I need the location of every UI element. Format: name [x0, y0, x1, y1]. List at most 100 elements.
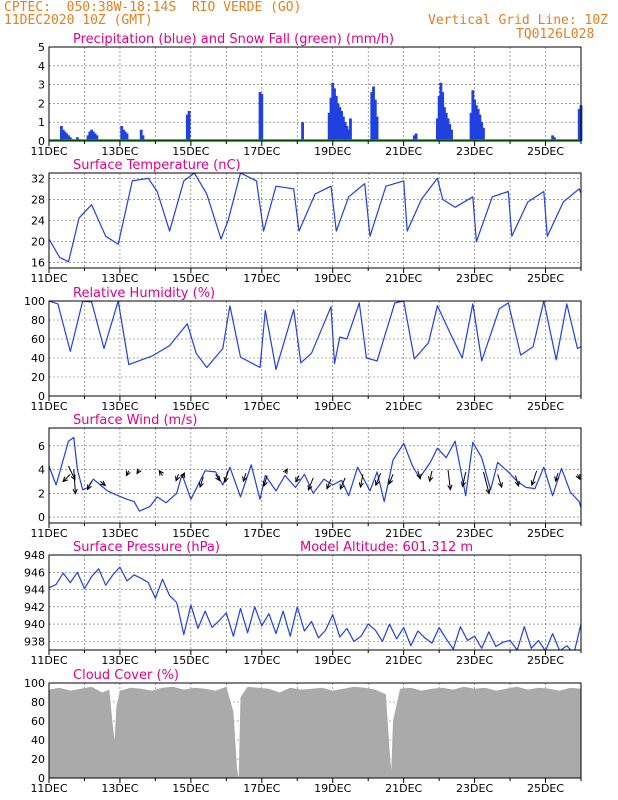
wind-vector-head: [62, 476, 68, 483]
precip-bar: [375, 116, 379, 141]
y-tick-label: 944: [24, 584, 45, 597]
x-tick-label: 19DEC: [314, 145, 351, 158]
precip-bar: [473, 99, 476, 141]
precip-bar: [95, 135, 99, 141]
y-tick-label: 0: [38, 390, 45, 403]
panel-4: 0 2 4 6 11DEC 13DEC 15DEC 17DEC 19DEC 21DEC 23DEC 2…: [30, 413, 582, 540]
precip-bar: [93, 133, 97, 141]
header-code: TQ0126L028: [516, 27, 595, 42]
wind-vector: [417, 470, 421, 479]
wind-vector: [307, 477, 314, 491]
precip-bar: [471, 90, 475, 141]
cloud-cover-area: [49, 686, 581, 778]
precip-bar: [125, 133, 129, 141]
y-tick-label: 20: [31, 371, 45, 384]
y-tick-label: 0: [38, 772, 45, 785]
panel-3: 0 20 40 60 80 100 11DEC 13DEC 15DEC 17DEC 19DEC 21D…: [24, 286, 582, 413]
x-tick-label: 25DEC: [527, 527, 564, 540]
wind-vector-head: [339, 484, 345, 491]
y-tick-label: 948: [24, 549, 45, 562]
x-tick-label: 21DEC: [385, 145, 422, 158]
y-tick-label: 0: [38, 511, 45, 524]
precip-bar: [343, 122, 347, 141]
panel-5: 938 940 942 944 946 948 11DEC 13DEC 15DEC 17DEC 19…: [24, 540, 582, 667]
wind-vector: [199, 476, 204, 488]
wind-vector-head: [485, 488, 491, 495]
precip-bar: [469, 112, 473, 141]
precip-bar: [345, 125, 349, 141]
y-tick-label: 80: [31, 696, 45, 709]
precip-bar: [370, 92, 374, 141]
precip-bar: [86, 135, 90, 141]
panel-title: Relative Humidity (%): [73, 286, 215, 301]
x-tick-label: 17DEC: [243, 145, 280, 158]
precip-bar: [331, 82, 335, 141]
wind-vector: [295, 475, 300, 483]
wind-vector-head: [530, 480, 536, 487]
x-tick-label: 15DEC: [172, 272, 209, 285]
wind-vector-head: [125, 470, 131, 477]
precip-bar: [139, 129, 143, 141]
x-tick-label: 21DEC: [385, 527, 422, 540]
panel-frame: [48, 427, 582, 524]
wind-vector-head: [242, 476, 248, 483]
wind-vector-head: [136, 468, 142, 475]
x-tick-label: 15DEC: [172, 782, 209, 795]
x-tick-label: 11DEC: [30, 400, 67, 413]
wind-vector-head: [307, 484, 313, 491]
y-tick-label: 20: [31, 236, 45, 249]
precip-bar: [444, 112, 448, 141]
wind-vector: [514, 475, 520, 487]
wind-vector-head: [223, 476, 229, 484]
wind-vector-head: [460, 481, 467, 488]
wind-vector: [62, 473, 71, 482]
wind-vector-head: [72, 488, 78, 495]
series-line: [49, 436, 581, 512]
y-tick-label: 4: [38, 60, 45, 73]
wind-vector: [73, 469, 76, 494]
precip-bar: [334, 95, 338, 141]
precip-bar: [141, 135, 145, 141]
wind-vector: [224, 470, 229, 483]
y-tick-label: 942: [24, 601, 45, 614]
x-tick-label: 25DEC: [527, 272, 564, 285]
wind-vector-head: [374, 480, 380, 487]
wind-vector: [482, 471, 490, 494]
panel-title: Cloud Cover (%): [73, 668, 179, 683]
precip-bar: [414, 133, 418, 141]
x-tick-label: 23DEC: [456, 272, 493, 285]
y-tick-label: 2: [38, 487, 45, 500]
precip-bar: [349, 118, 352, 141]
precip-bar: [338, 107, 342, 141]
precip-bar: [340, 110, 343, 141]
y-tick-label: 938: [24, 635, 45, 648]
header-grid-note: Vertical Grid Line: 10Z: [428, 13, 609, 28]
panel-title: Precipitation (blue) and Snow Fall (gree…: [73, 32, 394, 47]
wind-vector-head: [295, 476, 301, 483]
precip-bar: [327, 112, 331, 141]
precip-bar: [480, 122, 484, 141]
wind-vector-head: [158, 469, 164, 476]
x-tick-label: 13DEC: [101, 782, 138, 795]
wind-vector-head: [388, 478, 394, 485]
x-tick-label: 23DEC: [456, 400, 493, 413]
wind-vector: [87, 481, 93, 490]
x-tick-label: 13DEC: [101, 400, 138, 413]
precip-bar: [435, 118, 439, 141]
panel-frame: [48, 172, 582, 269]
panel-title: Surface Pressure (hPa): [73, 540, 220, 555]
y-tick-label: 6: [38, 440, 45, 453]
precip-bar: [91, 131, 95, 141]
precip-bar: [260, 94, 264, 141]
precip-bar: [258, 92, 262, 141]
x-tick-label: 17DEC: [243, 527, 280, 540]
y-tick-label: 40: [31, 352, 45, 365]
x-tick-label: 23DEC: [456, 527, 493, 540]
wind-vector-head: [554, 476, 560, 483]
x-tick-label: 15DEC: [172, 145, 209, 158]
wind-vector: [375, 472, 382, 486]
x-tick-label: 21DEC: [385, 654, 422, 667]
precip-bar: [437, 95, 441, 141]
y-tick-label: 2: [38, 97, 45, 110]
wind-vector-head: [428, 476, 434, 483]
